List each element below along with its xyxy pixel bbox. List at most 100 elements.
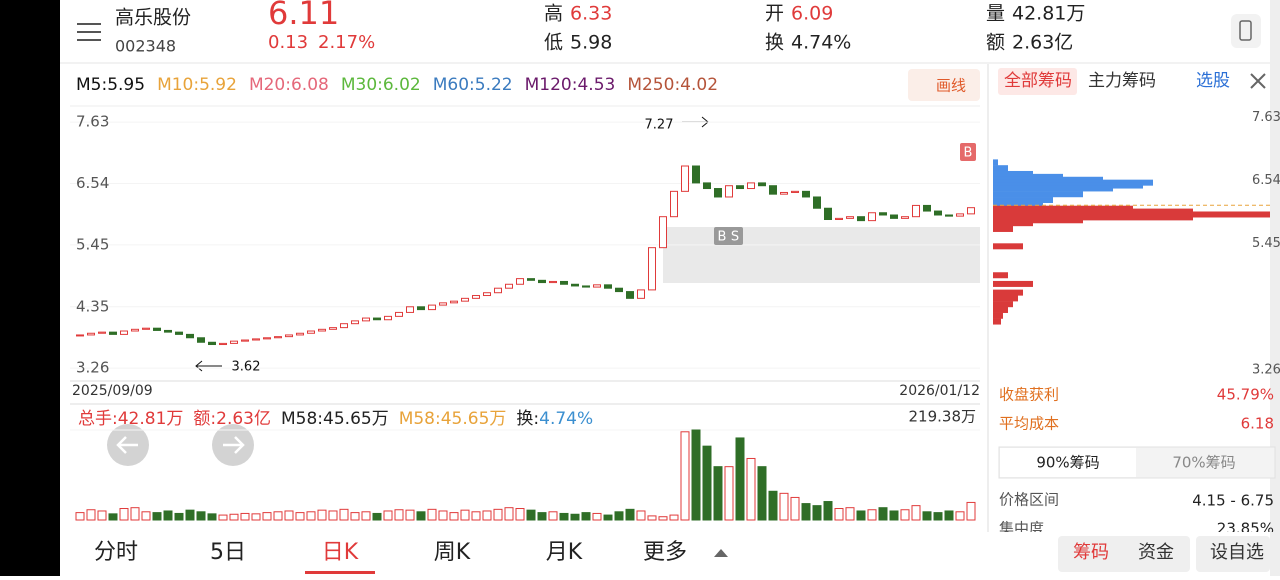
volume-legend: 4.74% [539,409,593,429]
candle [406,306,414,313]
candle [769,185,777,195]
tab[interactable]: 日K [322,540,359,565]
close-icon [1250,73,1266,89]
trade-marker-label: B [964,146,973,161]
menu-icon[interactable] [77,23,101,41]
candle [351,320,359,325]
volume-bar [317,509,327,521]
tab[interactable]: 月K [546,540,583,565]
volume-bar [383,510,393,521]
candle [483,292,491,297]
candle [516,278,524,285]
chip-bar [993,185,1113,192]
chip-panel: 7.63 6.54 5.45 3.26 集中度 23.85% [993,110,1280,532]
volume-bar [471,511,481,521]
volume-bar [295,512,305,521]
volume-bar [141,511,151,521]
volume-bar [845,507,855,521]
stat-value: 42.81万 [1012,3,1085,25]
candle [934,210,942,216]
candle [76,334,84,337]
candle [329,327,337,330]
volume-bar [625,508,635,521]
chip-tab[interactable]: 选股 [1196,71,1230,91]
volume-bar [834,508,844,521]
volume-bar [878,507,888,521]
chip-tab-active[interactable] [998,68,1077,95]
candle [626,291,634,299]
candle [923,204,931,212]
candle [725,185,733,198]
range-label: 价格区间 [999,491,1059,509]
candle [714,188,722,198]
stock-code: 002348 [115,37,176,56]
candle [747,182,755,190]
stat-label: 量 [986,3,1005,25]
candle [153,327,161,331]
stat-value: 6.09 [791,3,833,25]
candle [615,287,623,293]
candle [197,337,205,343]
bottom-button[interactable]: 筹码 [1073,542,1109,563]
chip-tick-label: 5.45 [1252,236,1280,251]
volume-bar [350,512,360,521]
bottom-button[interactable]: 设自选 [1210,542,1264,563]
volume-bar [394,509,404,521]
candle [813,196,821,209]
candle [428,304,436,311]
volume-bar [922,511,932,521]
volume-bar [933,512,943,521]
draw-button[interactable] [908,69,980,101]
volume-bar [757,466,767,521]
candle [538,279,546,284]
tab[interactable]: 5日 [210,540,246,565]
volume-bar [548,511,558,521]
chip-tick-label: 3.26 [1252,363,1280,378]
high-annotation: 7.27 [645,118,674,133]
candle [791,190,799,193]
candle [241,339,249,342]
volume-legend: 换: [516,409,539,429]
candle [175,331,183,335]
volume-bar [207,513,217,521]
ma-legend: M60:5.22 [433,75,513,95]
active-tab-underline [305,571,375,574]
candle [582,285,590,288]
candle [659,216,667,249]
trade-marker-label: S [731,230,739,245]
phone-button[interactable] [1231,14,1261,48]
y-tick-label: 6.54 [76,174,109,192]
price-change: 0.13 [268,32,308,53]
chip-toggle-active [1000,448,1136,477]
price-change-pct: 2.17% [318,32,375,53]
volume-bar [405,509,415,521]
volume-bar [449,512,459,521]
volume-bar [416,511,426,521]
tab[interactable]: 分时 [94,540,138,565]
bottom-button[interactable]: 资金 [1138,542,1174,563]
tab[interactable]: 更多 [643,540,687,565]
chip-bar [993,306,1008,313]
volume-bar [944,510,954,521]
volume-bar [889,510,899,521]
candle [846,216,854,219]
candle [318,328,326,332]
volume-bar [526,509,536,521]
volume-bar [185,509,195,521]
volume-bar [691,429,701,521]
chip-bar [993,191,1083,198]
chip-tab[interactable]: 全部筹码 [1004,71,1072,91]
candle [395,311,403,317]
tab[interactable]: 周K [434,540,471,565]
volume-bar [251,513,261,521]
chip-stat-value: 45.79% [1217,386,1274,404]
volume-bar [262,512,272,521]
chip-bar [993,225,1013,232]
candle [780,191,788,195]
candle [802,190,810,198]
chip-tab[interactable]: 主力筹码 [1088,71,1156,91]
volume-bar [218,514,228,521]
candle [835,217,843,221]
